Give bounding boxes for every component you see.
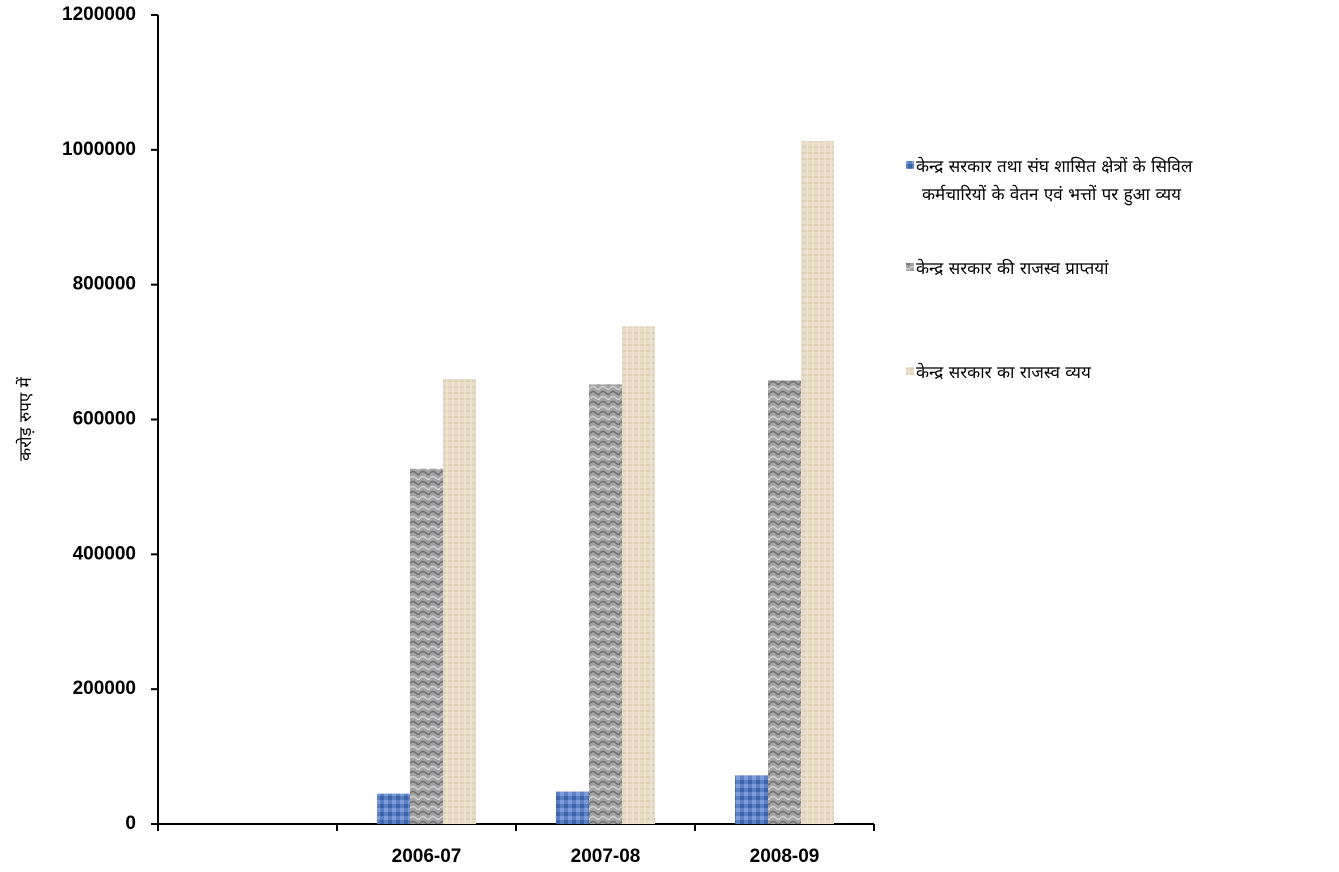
bar <box>735 775 768 824</box>
legend-label: केन्द्र सरकार की राजस्व प्राप्तयां <box>916 258 1109 279</box>
y-axis-title: करोड़ रुपए में <box>15 376 36 461</box>
x-category-label: 2006-07 <box>392 846 462 867</box>
bar <box>556 791 589 824</box>
bar <box>801 141 834 825</box>
bar <box>443 379 476 824</box>
x-category-label: 2008-09 <box>750 846 820 867</box>
x-category-label: 2007-08 <box>571 846 641 867</box>
bar <box>768 380 801 824</box>
y-tick-label: 1200000 <box>62 4 136 25</box>
bar <box>589 384 622 824</box>
bar <box>377 793 410 824</box>
legend-label: कर्मचारियों के वेतन एवं भत्तों पर हुआ व्… <box>922 184 1182 206</box>
y-tick-label: 400000 <box>73 543 136 564</box>
bar <box>410 468 443 824</box>
legend-label: केन्द्र सरकार का राजस्व व्यय <box>916 362 1092 383</box>
legend-swatch <box>906 263 914 271</box>
legend-swatch <box>906 367 914 375</box>
y-tick-label: 200000 <box>73 678 136 699</box>
y-tick-label: 1000000 <box>62 139 136 160</box>
legend: केन्द्र सरकार तथा संघ शासित क्षेत्रों के… <box>906 156 1193 383</box>
legend-label: केन्द्र सरकार तथा संघ शासित क्षेत्रों के… <box>916 156 1193 177</box>
y-tick-label: 800000 <box>73 274 136 295</box>
legend-swatch <box>906 161 914 169</box>
y-tick-label: 0 <box>125 813 136 834</box>
bar <box>622 326 655 824</box>
y-tick-label: 600000 <box>73 409 136 430</box>
